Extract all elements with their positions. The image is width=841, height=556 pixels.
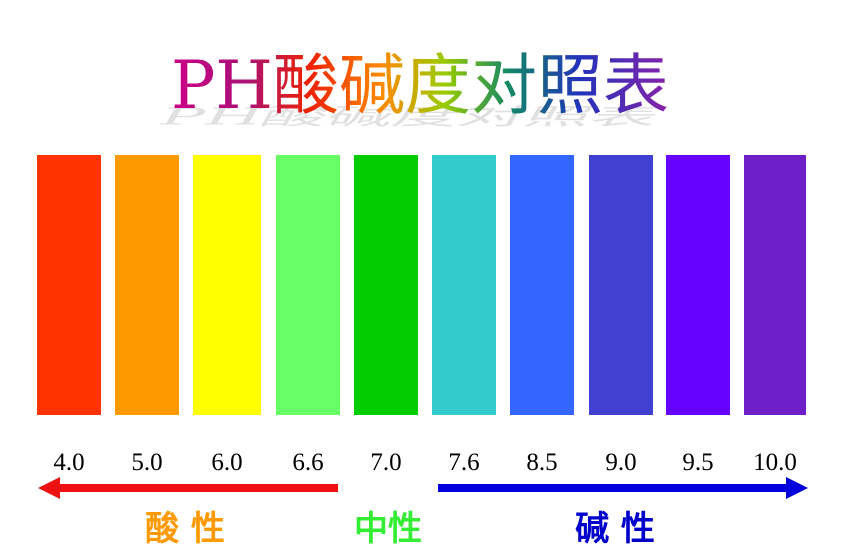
swatch xyxy=(37,155,101,415)
swatch xyxy=(432,155,496,415)
ph-label: 4.0 xyxy=(53,449,84,476)
swatch xyxy=(744,155,806,415)
neutral-label: 中性 xyxy=(354,509,422,549)
ph-label: 9.0 xyxy=(605,449,636,476)
ph-label: 7.0 xyxy=(370,449,401,476)
title: PH酸碱度对照表 xyxy=(171,47,669,124)
swatch xyxy=(666,155,730,415)
ph-label: 5.0 xyxy=(131,449,162,476)
ph-label: 6.6 xyxy=(292,449,323,476)
title-shadow: PH酸碱度对照表 xyxy=(153,103,667,130)
ph-label: 7.6 xyxy=(448,449,479,476)
swatch xyxy=(354,155,418,415)
swatch xyxy=(276,155,340,415)
swatch-row: 4.0 5.0 6.0 6.6 7.0 7.6 8.5 9.0 9.5 10.0 xyxy=(37,155,806,476)
ph-label: 9.5 xyxy=(682,449,713,476)
acid-arrow xyxy=(38,477,338,499)
ph-label: 8.5 xyxy=(526,449,557,476)
swatch xyxy=(510,155,574,415)
base-arrow xyxy=(438,477,808,499)
base-label: 碱 性 xyxy=(575,509,655,549)
ph-label: 10.0 xyxy=(753,449,797,476)
swatch xyxy=(589,155,653,415)
swatch xyxy=(193,155,261,415)
ph-label: 6.0 xyxy=(211,449,242,476)
swatch xyxy=(115,155,179,415)
acid-label: 酸 性 xyxy=(145,509,225,549)
